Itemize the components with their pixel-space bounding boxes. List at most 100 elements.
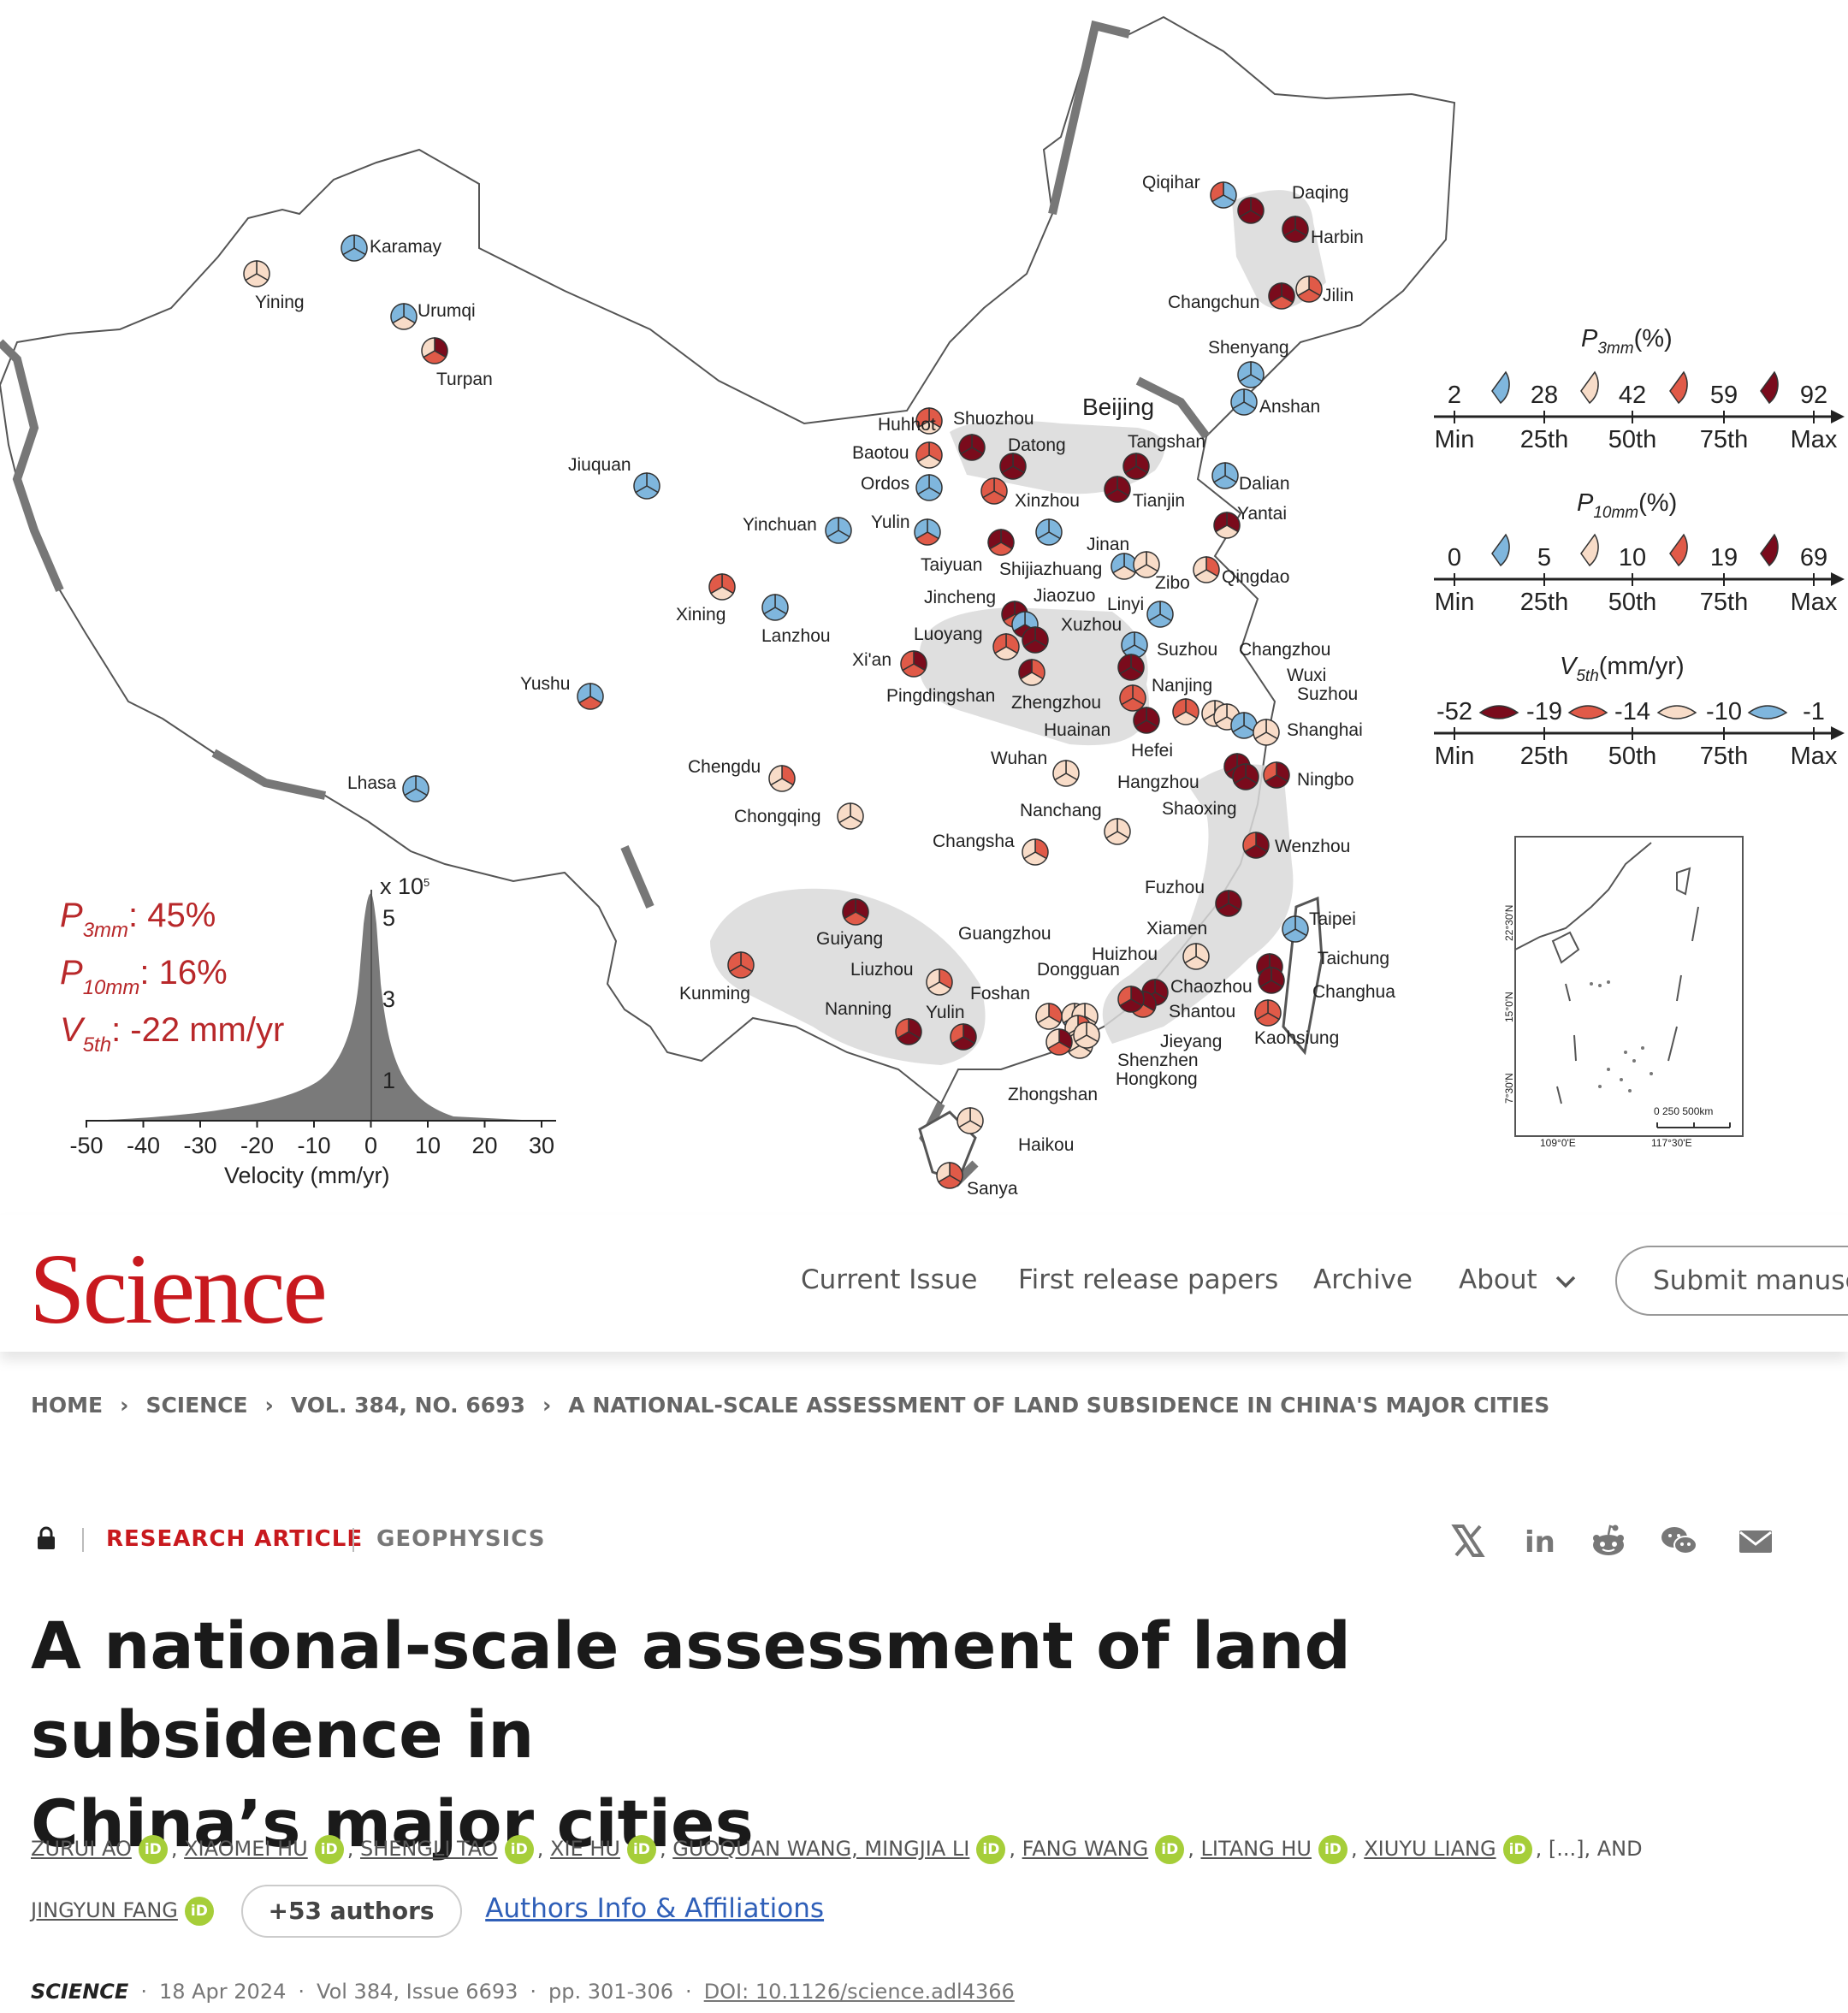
legend-swatch	[1580, 533, 1599, 567]
orcid-icon[interactable]: iD	[504, 1835, 534, 1864]
city-pie	[1104, 818, 1131, 845]
submit-manuscript-button[interactable]: Submit manuscript	[1615, 1246, 1848, 1316]
legend-value: 42	[1619, 382, 1646, 409]
city-label: Jilin	[1323, 286, 1353, 305]
nav-first-release-papers[interactable]: First release papers	[1018, 1264, 1279, 1295]
legend-scale-label: Min	[1435, 589, 1475, 616]
legend-v5-title: V5th(mm/yr)	[1560, 653, 1685, 685]
inset-lat-2: 15°0'N	[1503, 992, 1515, 1022]
city-pie	[992, 633, 1020, 660]
reddit-share-icon[interactable]	[1590, 1523, 1627, 1559]
citation-line: SCIENCE · 18 Apr 2024 · Vol 384, Issue 6693 ·…	[31, 1980, 1015, 2004]
pie-wedge	[1230, 388, 1245, 410]
city-label: Zibo	[1155, 573, 1190, 593]
x-share-icon[interactable]	[1449, 1523, 1487, 1559]
more-authors-button[interactable]: +53 authors	[240, 1885, 462, 1938]
pie-wedge	[1258, 967, 1272, 988]
city-label: Hefei	[1131, 741, 1173, 761]
orcid-icon[interactable]: iD	[626, 1835, 656, 1864]
author-ellipsis[interactable]: , [...], AND	[1535, 1837, 1643, 1861]
legend-swatch	[1580, 370, 1599, 405]
city-pie	[1242, 832, 1270, 859]
orcid-icon[interactable]: iD	[184, 1897, 214, 1926]
nav-about[interactable]: About	[1459, 1264, 1577, 1295]
legend-value: 28	[1531, 382, 1558, 409]
author-link[interactable]: XIE HU	[550, 1837, 620, 1861]
author-link[interactable]: FANG WANG	[1022, 1837, 1149, 1861]
orcid-icon[interactable]: iD	[976, 1835, 1006, 1864]
city-pie	[1133, 551, 1160, 578]
email-share-icon[interactable]	[1737, 1523, 1774, 1559]
author-link[interactable]: GUOQUAN WANG, MINGJIA LI	[672, 1837, 970, 1861]
legend-v5-scale: -52 Min -19 25th -14 50th -10 75th -1 Max	[1434, 698, 1845, 770]
pie-wedge	[577, 683, 591, 704]
city-label: Changhua	[1312, 982, 1395, 1002]
pie-wedge	[768, 765, 783, 786]
breadcrumb-issue[interactable]: VOL. 384, NO. 6693	[290, 1393, 525, 1418]
pie-wedge	[915, 441, 930, 463]
legend-scale-label: 25th	[1520, 589, 1568, 616]
orcid-icon[interactable]: iD	[138, 1835, 168, 1864]
city-label: Chaozhou	[1170, 977, 1253, 997]
figure-svg: Qiqihar Daqing Harbin Changchun Jilin Shenyan…	[0, 15, 1845, 1199]
breadcrumb-home[interactable]: HOME	[31, 1393, 104, 1418]
orcid-icon[interactable]: iD	[1318, 1835, 1348, 1864]
city-pie	[1018, 659, 1045, 686]
city-pie	[895, 1018, 922, 1045]
author-link[interactable]: XIUYU LIANG	[1364, 1837, 1496, 1861]
breadcrumb: HOME › SCIENCE › VOL. 384, NO. 6693 › A NATION…	[31, 1393, 1549, 1418]
city-label: Xining	[676, 605, 726, 625]
pie-wedge	[915, 407, 930, 429]
author-link[interactable]: ZURUI AO	[31, 1837, 132, 1861]
pie-wedge	[825, 517, 839, 538]
science-logo[interactable]: Science	[29, 1233, 328, 1345]
orcid-icon[interactable]: iD	[1502, 1835, 1532, 1864]
city-pie	[1232, 763, 1259, 790]
city-label: Huhhot	[878, 415, 936, 435]
city-label: Xiamen	[1146, 919, 1207, 938]
orcid-icon[interactable]: iD	[1155, 1835, 1185, 1864]
nav-archive[interactable]: Archive	[1313, 1264, 1413, 1295]
author-link[interactable]: LITANG HU	[1200, 1837, 1312, 1861]
city-pie	[1193, 556, 1220, 583]
pie-wedge	[926, 968, 940, 990]
city-label: Wuxi	[1287, 666, 1326, 685]
citation-doi[interactable]: DOI: 10.1126/science.adl4366	[703, 1980, 1015, 2004]
city-pie	[1119, 684, 1146, 712]
author-link[interactable]: SHENGLI TAO	[359, 1837, 498, 1861]
legend-p10-scale: 0 Min 5 25th 10 50th 19 75th 69 Max	[1434, 533, 1845, 616]
legend-value: -52	[1436, 698, 1472, 725]
city-pie	[1122, 453, 1150, 480]
pie-wedge	[1215, 890, 1229, 911]
pie-wedge	[1035, 1003, 1050, 1024]
legend-p3-scale: 2 Min 28 25th 42 50th 59 75th 92 Max	[1434, 370, 1845, 453]
authors-info-link[interactable]: Authors Info & Affiliations	[485, 1893, 825, 1924]
city-pie	[1022, 838, 1049, 866]
x-tick-label: -10	[297, 1133, 330, 1158]
pie-wedge	[761, 594, 776, 615]
x-tick-label: 0	[364, 1133, 377, 1158]
x-tick-label: 20	[471, 1133, 497, 1158]
breadcrumb-science[interactable]: SCIENCE	[145, 1393, 248, 1418]
orcid-icon[interactable]: iD	[314, 1835, 344, 1864]
legend-value: 19	[1710, 544, 1738, 571]
pie-wedge	[1254, 999, 1269, 1021]
city-label: Nanning	[825, 999, 891, 1019]
stat-v5: V5th: -22 mm/yr	[60, 1011, 284, 1057]
chevron-right-icon: ›	[120, 1393, 129, 1418]
author-link[interactable]: XIAOMEI HU	[184, 1837, 308, 1861]
city-label: Shaoxing	[1162, 799, 1237, 819]
divider	[352, 1528, 354, 1552]
city-label: Tianjin	[1133, 491, 1185, 511]
pie-wedge	[1182, 943, 1197, 964]
city-label: Taichung	[1318, 949, 1389, 968]
author-link[interactable]: JINGYUN FANG	[31, 1898, 178, 1922]
legend-scale-label: 50th	[1608, 426, 1656, 453]
city-pie	[1045, 1028, 1073, 1056]
wechat-share-icon[interactable]	[1660, 1523, 1697, 1559]
pie-wedge	[1213, 512, 1228, 533]
article-subject[interactable]: GEOPHYSICS	[376, 1526, 546, 1552]
city-pie	[825, 517, 852, 544]
nav-current-issue[interactable]: Current Issue	[801, 1264, 978, 1295]
linkedin-share-icon[interactable]: in	[1521, 1523, 1559, 1559]
